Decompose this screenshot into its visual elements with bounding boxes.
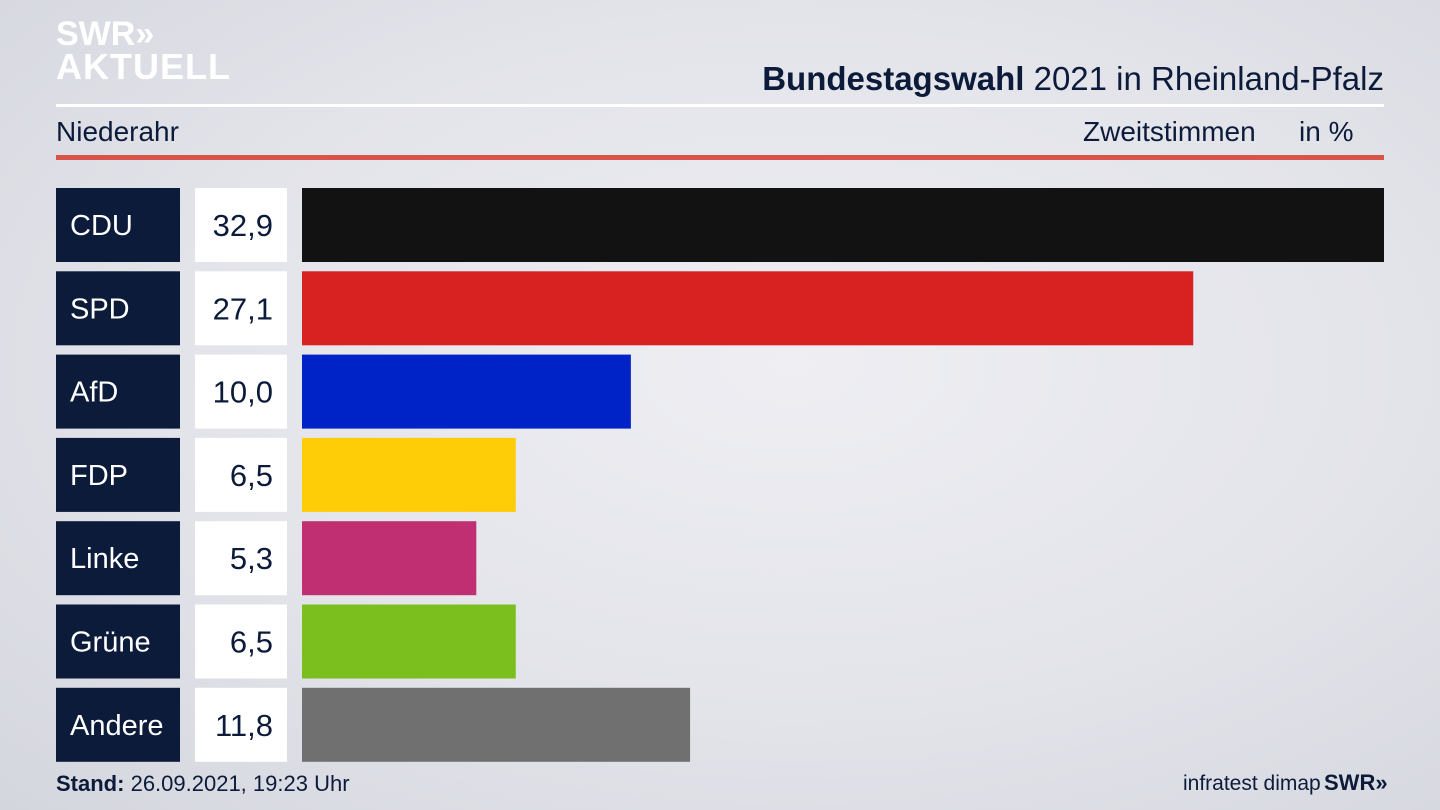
header-divider bbox=[56, 104, 1384, 107]
logo-line-2: AKTUELL bbox=[56, 46, 231, 88]
party-label-box-linke bbox=[56, 521, 180, 596]
bar-afd bbox=[302, 354, 631, 429]
bar-grne bbox=[302, 604, 516, 679]
party-label-afd: AfD bbox=[70, 377, 118, 409]
value-label-fdp: 6,5 bbox=[230, 458, 273, 493]
bar-fdp bbox=[302, 437, 516, 512]
timestamp-value: 26.09.2021, 19:23 Uhr bbox=[130, 771, 350, 796]
party-label-box-fdp bbox=[56, 437, 180, 512]
party-label-box-andere bbox=[56, 687, 180, 762]
value-box-spd bbox=[195, 271, 287, 346]
party-label-spd: SPD bbox=[70, 293, 130, 325]
chart-title-rest: 2021 in Rheinland-Pfalz bbox=[1033, 60, 1384, 97]
value-box-linke bbox=[195, 521, 287, 596]
chart-title: Bundestagswahl 2021 in Rheinland-Pfalz bbox=[762, 60, 1384, 98]
value-label-andere: 11,8 bbox=[215, 708, 273, 743]
party-label-box-grne bbox=[56, 604, 180, 679]
party-label-box-cdu bbox=[56, 188, 180, 262]
party-label-grne: Grüne bbox=[70, 627, 151, 659]
party-label-box-spd bbox=[56, 271, 180, 346]
unit-label: in % bbox=[1299, 116, 1354, 147]
party-label-linke: Linke bbox=[70, 543, 139, 575]
party-label-cdu: CDU bbox=[70, 210, 133, 242]
measure-label: Zweitstimmen bbox=[1083, 116, 1256, 147]
party-label-fdp: FDP bbox=[70, 460, 128, 492]
value-box-fdp bbox=[195, 437, 287, 512]
value-label-linke: 5,3 bbox=[230, 541, 273, 576]
bar-spd bbox=[302, 271, 1194, 346]
party-label-box-afd bbox=[56, 354, 180, 429]
value-box-grne bbox=[195, 604, 287, 679]
source-credit: infratest dimap bbox=[1183, 772, 1321, 795]
accent-divider bbox=[56, 155, 1384, 160]
chart-title-bold: Bundestagswahl bbox=[762, 60, 1025, 97]
value-label-afd: 10,0 bbox=[213, 375, 273, 410]
bar-andere bbox=[302, 687, 691, 762]
value-box-afd bbox=[195, 354, 287, 429]
logo-line-1: SWR» bbox=[56, 15, 155, 53]
value-label-grne: 6,5 bbox=[230, 625, 273, 660]
timestamp: Stand: 26.09.2021, 19:23 Uhr bbox=[56, 771, 350, 797]
value-label-cdu: 32,9 bbox=[213, 208, 273, 243]
bar-linke bbox=[302, 521, 477, 596]
timestamp-label: Stand: bbox=[56, 771, 125, 796]
bar-cdu bbox=[302, 188, 1384, 262]
swr-aktuell-logo: SWR» AKTUELL bbox=[56, 15, 231, 88]
value-box-cdu bbox=[195, 188, 287, 262]
region-label: Niederahr bbox=[56, 116, 179, 147]
party-label-andere: Andere bbox=[70, 710, 164, 742]
value-box-andere bbox=[195, 687, 287, 762]
swr-small-logo: SWR» bbox=[1324, 770, 1388, 795]
value-label-spd: 27,1 bbox=[213, 291, 273, 326]
